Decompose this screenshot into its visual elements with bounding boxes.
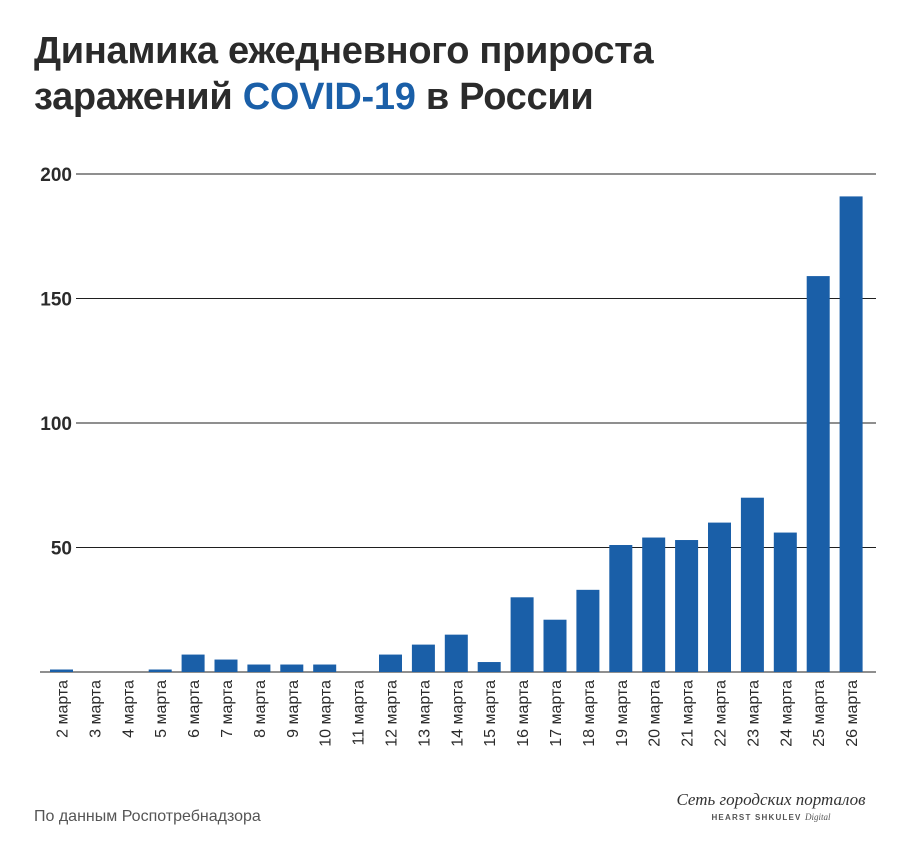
x-tick-label: 9 марта xyxy=(285,680,302,738)
x-tick-label: 3 марта xyxy=(87,680,104,738)
title-line-1: Динамика ежедневного прироста xyxy=(34,30,654,72)
bar xyxy=(576,589,600,672)
x-tick-label: 13 марта xyxy=(416,680,433,747)
x-tick-label: 5 марта xyxy=(153,680,170,738)
bar xyxy=(806,276,830,672)
bar xyxy=(642,537,666,672)
chart-title: Динамика ежедневного прироста заражений … xyxy=(34,28,874,120)
bar xyxy=(411,644,435,672)
x-tick-label: 22 марта xyxy=(713,680,730,747)
x-tick-label: 2 марта xyxy=(55,680,72,738)
source-note: По данным Роспотребнадзора xyxy=(34,808,261,825)
y-tick-label: 200 xyxy=(40,165,72,186)
x-tick-label: 15 марта xyxy=(482,680,499,747)
bar xyxy=(477,662,501,672)
bar xyxy=(773,532,797,672)
bar xyxy=(50,669,73,672)
y-tick-label: 100 xyxy=(40,414,72,435)
x-tick-label: 10 марта xyxy=(318,680,335,747)
x-tick-label: 14 марта xyxy=(449,680,466,747)
x-tick-label: 6 марта xyxy=(186,680,203,738)
bar xyxy=(313,664,337,672)
x-tick-label: 17 марта xyxy=(548,680,565,747)
x-tick-label: 12 марта xyxy=(384,680,401,747)
publisher-logo: Сеть городских порталов HEARST SHKULEV D… xyxy=(676,790,866,822)
x-tick-label: 7 марта xyxy=(219,680,236,738)
x-tick-label: 24 марта xyxy=(778,680,795,747)
bar xyxy=(247,664,271,672)
logo-digital: Digital xyxy=(805,812,831,822)
y-tick-label: 150 xyxy=(40,290,72,311)
x-tick-label: 8 марта xyxy=(252,680,269,738)
bar xyxy=(181,654,205,672)
bar xyxy=(379,654,402,672)
bar xyxy=(510,597,534,672)
title-accent-covid: COVID-19 xyxy=(242,76,416,118)
bar xyxy=(839,196,863,672)
bar xyxy=(543,619,567,672)
x-tick-label: 16 марта xyxy=(515,680,532,747)
x-tick-label: 4 марта xyxy=(120,680,137,738)
title-line-2: заражений COVID-19 в России xyxy=(34,74,874,120)
bar xyxy=(609,545,633,672)
x-tick-label: 20 марта xyxy=(647,680,664,747)
logo-line-2: HEARST SHKULEV Digital xyxy=(676,812,866,822)
y-tick-label: 50 xyxy=(51,539,72,560)
bar xyxy=(740,497,764,672)
x-tick-label: 21 марта xyxy=(680,680,697,747)
bar xyxy=(148,669,172,672)
x-tick-label: 25 марта xyxy=(811,680,828,747)
x-tick-label: 26 марта xyxy=(844,680,861,747)
x-tick-label: 19 марта xyxy=(614,680,631,747)
logo-line-1: Сеть городских порталов xyxy=(676,790,866,809)
x-tick-label: 18 марта xyxy=(581,680,598,747)
bar xyxy=(675,540,699,672)
bar xyxy=(280,664,304,672)
bar xyxy=(708,522,731,672)
logo-brand: HEARST SHKULEV xyxy=(711,813,802,822)
x-tick-label: 11 марта xyxy=(351,680,368,746)
title-line-2-suffix: в России xyxy=(415,76,594,118)
x-tick-label: 23 марта xyxy=(745,680,762,747)
bar xyxy=(444,634,468,672)
bar xyxy=(214,659,238,672)
title-line-2-prefix: заражений xyxy=(34,76,243,118)
